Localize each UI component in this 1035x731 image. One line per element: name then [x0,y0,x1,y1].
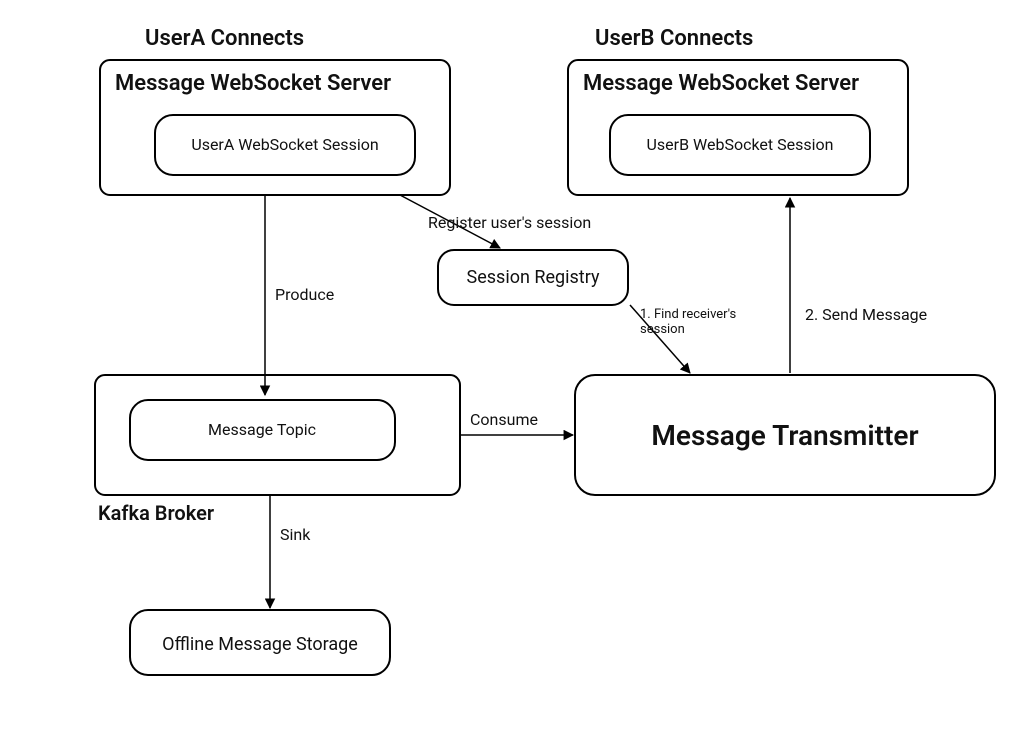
edge-produce-label: Produce [275,285,334,304]
offline-storage-label: Offline Message Storage [162,634,358,655]
edge-register-label: Register user's session [428,213,591,232]
session-registry-label: Session Registry [467,267,600,288]
usera-session-label: UserA WebSocket Session [191,135,378,154]
server-a-title: Message WebSocket Server [115,71,391,96]
message-topic-label: Message Topic [208,420,316,439]
kafka-broker-label: Kafka Broker [98,501,214,525]
edge-consume-label: Consume [470,410,538,429]
edge-find-receiver-label-2: session [640,322,685,337]
edge-send-message-label: 2. Send Message [805,305,927,324]
server-b-title: Message WebSocket Server [583,71,859,96]
userb-session-label: UserB WebSocket Session [647,135,834,154]
edge-find-receiver-label-1: 1. Find receiver's [640,307,736,322]
label-userb-connects: UserB Connects [595,26,753,51]
architecture-diagram: UserA Connects UserB Connects Message We… [0,0,1035,731]
label-usera-connects: UserA Connects [145,26,304,51]
edge-sink-label: Sink [280,525,311,544]
transmitter-label: Message Transmitter [651,419,918,452]
